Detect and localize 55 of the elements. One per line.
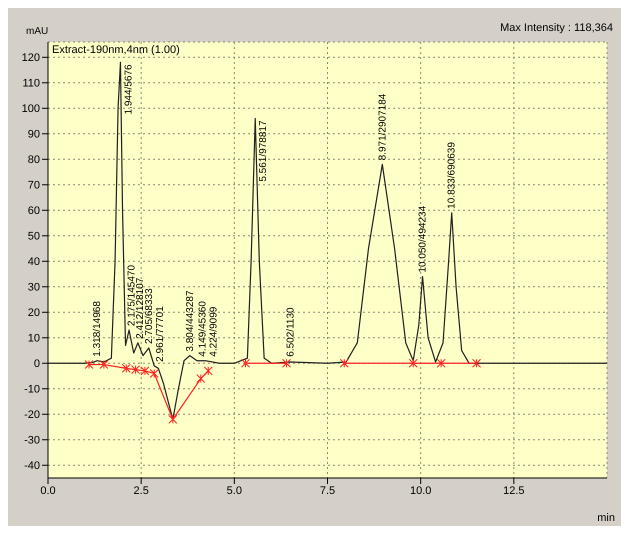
text: Max Intensity : 118,364 bbox=[500, 22, 613, 34]
y-tick-label: 0 bbox=[34, 358, 40, 370]
x-tick-label: 0.0 bbox=[40, 484, 56, 497]
y-tick-label: 100 bbox=[22, 103, 40, 116]
annotation: 10.050/494234 bbox=[418, 205, 429, 273]
annotation: 1.318/14968 bbox=[92, 300, 104, 357]
y-tick-label: 30 bbox=[28, 282, 40, 294]
point bbox=[408, 358, 418, 368]
point bbox=[150, 368, 159, 378]
point bbox=[241, 358, 250, 368]
point bbox=[99, 360, 108, 370]
y-tick-label: -10 bbox=[24, 384, 40, 396]
annotation: 2.961/77701 bbox=[154, 306, 166, 362]
y-tick-label: -30 bbox=[24, 434, 40, 447]
point bbox=[472, 358, 482, 368]
point bbox=[204, 366, 213, 376]
annotation: 5.561/978817 bbox=[258, 120, 270, 182]
y-tick-label: 50 bbox=[28, 230, 40, 243]
line-series bbox=[48, 62, 607, 420]
y-tick-label: 60 bbox=[28, 205, 40, 218]
annotation: 10.833/690639 bbox=[446, 142, 458, 209]
x-tick-label: 2.5 bbox=[134, 484, 149, 497]
y-tick-label: 40 bbox=[28, 256, 40, 268]
y-axis-title: mAU bbox=[26, 26, 48, 37]
point bbox=[340, 358, 349, 368]
x-tick-label: 5.0 bbox=[226, 484, 242, 497]
point bbox=[131, 365, 140, 374]
annotation: 4.224/9099 bbox=[208, 306, 220, 357]
y-tick-label: 10 bbox=[28, 332, 40, 345]
y-tick-label: -40 bbox=[24, 460, 40, 472]
point bbox=[282, 358, 292, 368]
annotation: 2.705/68333 bbox=[144, 288, 155, 344]
point bbox=[84, 360, 94, 370]
point bbox=[168, 414, 178, 424]
chart-title: Extract-190nm,4nm (1.00) bbox=[52, 44, 180, 56]
x-tick-label: 10.0 bbox=[410, 484, 432, 497]
point bbox=[196, 374, 206, 384]
y-tick-label: 90 bbox=[28, 128, 40, 141]
annotation: 1.944/5676 bbox=[123, 64, 134, 114]
point bbox=[140, 366, 150, 376]
annotation: 4.149/45360 bbox=[198, 300, 209, 357]
annotation: 8.971/2907184 bbox=[377, 93, 388, 160]
point bbox=[122, 364, 131, 373]
x-tick-label: 7.5 bbox=[320, 484, 336, 497]
annotation: 3.804/443287 bbox=[184, 290, 196, 352]
annotation: 6.502/1130 bbox=[285, 306, 296, 357]
y-tick-label: 110 bbox=[22, 78, 40, 90]
x-tick-label: 12.5 bbox=[503, 484, 525, 497]
y-tick-label: 120 bbox=[22, 52, 40, 64]
y-tick-label: 70 bbox=[28, 180, 40, 192]
y-tick-label: 80 bbox=[28, 154, 40, 166]
y-tick-label: -20 bbox=[24, 409, 40, 422]
x-axis-title: min bbox=[597, 512, 615, 524]
y-tick-label: 20 bbox=[28, 307, 40, 320]
point bbox=[436, 358, 446, 368]
